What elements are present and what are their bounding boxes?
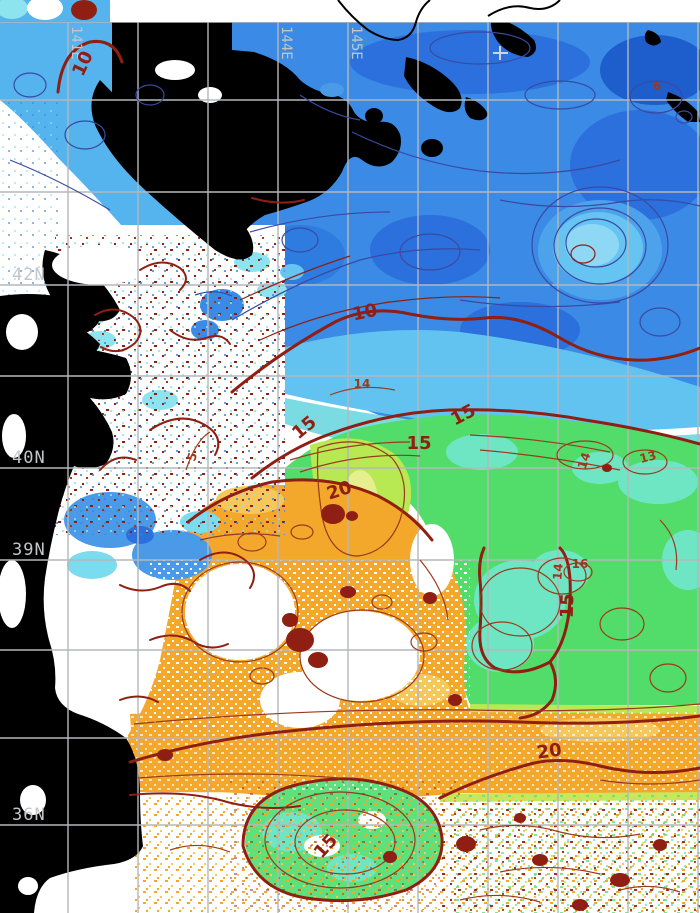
contour-label: 15 [406,433,431,454]
longitude-label: 145E [348,26,364,60]
longitude-label: 144E [278,26,294,60]
contour-label: 15 [557,593,579,619]
latitude-label: 42N [12,265,46,285]
contour-label: 14 [354,377,371,391]
contour-label: 16 [572,557,589,571]
contour-label: 6 [653,79,661,93]
sst-map: 42N40N39N36N141E144E145E1061014151515520… [0,0,700,913]
contour-label: 20 [535,739,563,763]
latitude-label: 40N [12,448,46,468]
sst-map-canvas: 42N40N39N36N141E144E145E1061014151515520… [0,0,700,913]
latitude-label: 39N [12,540,46,560]
latitude-label: 36N [12,805,46,825]
contour-label: 14 [550,563,565,581]
